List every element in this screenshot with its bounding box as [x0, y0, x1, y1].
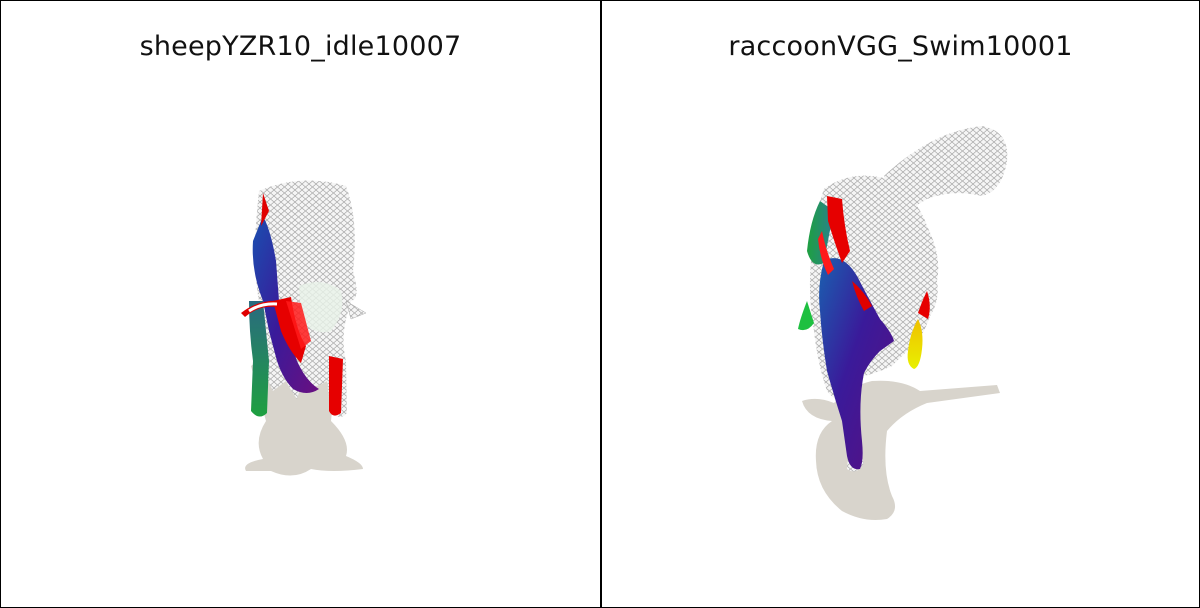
raccoon-render-viewport[interactable] — [602, 1, 1199, 607]
sheep-ear-left — [241, 300, 281, 317]
sheep-render-viewport[interactable] — [1, 1, 600, 607]
sheep-segment-green — [249, 301, 269, 417]
panel-title-left: sheepYZR10_idle10007 — [139, 31, 462, 62]
panel-left: sheepYZR10_idle10007 — [1, 1, 600, 607]
raccoon-segment-green — [798, 201, 834, 331]
raccoon-shadow — [802, 380, 1000, 520]
raccoon-segment-red — [818, 196, 930, 319]
raccoon-segment-yellow — [907, 319, 923, 369]
panel-right: raccoonVGG_Swim10001 — [600, 1, 1199, 607]
raccoon-segment-blue — [819, 258, 894, 470]
sheep-segment-red — [261, 193, 343, 416]
panel-title-right: raccoonVGG_Swim10001 — [728, 31, 1073, 62]
sheep-segment-blue — [252, 216, 319, 393]
raccoon-tail — [884, 126, 1008, 221]
